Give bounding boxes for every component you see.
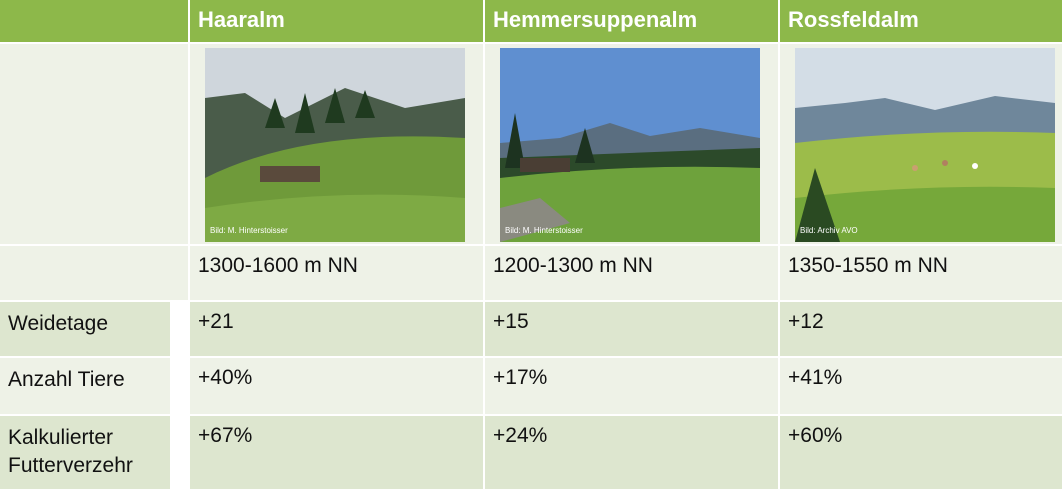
cell: +21 bbox=[190, 302, 483, 356]
row-label: Anzahl Tiere bbox=[0, 358, 170, 414]
row-label: Weidetage bbox=[0, 302, 170, 356]
cell: 1300-1600 m NN bbox=[190, 246, 483, 300]
row-label: Kalkulierter Futterverzehr bbox=[0, 416, 170, 489]
image-cell: Bild: M. Hinterstoisser bbox=[485, 44, 778, 244]
row-label bbox=[0, 246, 188, 300]
cell: +15 bbox=[485, 302, 778, 356]
column-header: Rossfeldalm bbox=[780, 0, 1062, 42]
image-cell: Bild: M. Hinterstoisser bbox=[190, 44, 483, 244]
image-caption: Bild: Archiv AVO bbox=[800, 226, 858, 235]
cell: +60% bbox=[780, 416, 1062, 489]
image-caption: Bild: M. Hinterstoisser bbox=[210, 226, 288, 235]
cell: +24% bbox=[485, 416, 778, 489]
cell: 1200-1300 m NN bbox=[485, 246, 778, 300]
cell: +12 bbox=[780, 302, 1062, 356]
column-header: Haaralm bbox=[190, 0, 483, 42]
cell: +41% bbox=[780, 358, 1062, 414]
cell: +40% bbox=[190, 358, 483, 414]
image-cell: Bild: Archiv AVO bbox=[780, 44, 1062, 244]
cell: 1350-1550 m NN bbox=[780, 246, 1062, 300]
cell: +17% bbox=[485, 358, 778, 414]
cell: +67% bbox=[190, 416, 483, 489]
photo bbox=[205, 48, 465, 242]
image-caption: Bild: M. Hinterstoisser bbox=[505, 226, 583, 235]
image-row-label bbox=[0, 44, 188, 244]
header-corner bbox=[0, 0, 188, 42]
photo bbox=[795, 48, 1055, 242]
column-header: Hemmersuppenalm bbox=[485, 0, 778, 42]
photo bbox=[500, 48, 760, 242]
